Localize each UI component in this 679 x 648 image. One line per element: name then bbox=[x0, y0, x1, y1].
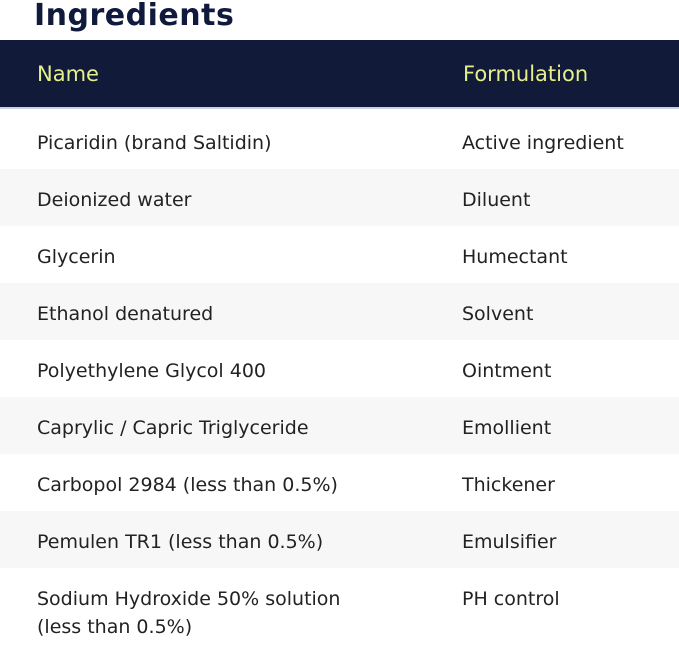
table-row: Glycerin Humectant bbox=[0, 226, 679, 283]
ingredient-formulation: Thickener bbox=[462, 474, 555, 496]
ingredient-formulation: Active ingredient bbox=[462, 132, 624, 154]
ingredient-name: Pemulen TR1 (less than 0.5%) bbox=[37, 531, 324, 553]
ingredient-formulation: PH control bbox=[462, 588, 560, 610]
table-row: Ethanol denatured Solvent bbox=[0, 283, 679, 340]
table-header: Name Formulation bbox=[0, 40, 679, 109]
table-row: Sodium Hydroxide 50% solution (less than… bbox=[0, 568, 679, 648]
ingredient-formulation: Diluent bbox=[462, 189, 531, 211]
ingredient-formulation: Emollient bbox=[462, 417, 552, 439]
table-row: Polyethylene Glycol 400 Ointment bbox=[0, 340, 679, 397]
column-header-formulation: Formulation bbox=[463, 62, 589, 86]
table-row: Picaridin (brand Saltidin) Active ingredi… bbox=[0, 112, 679, 169]
ingredient-formulation: Ointment bbox=[462, 360, 552, 382]
column-header-name: Name bbox=[37, 62, 99, 86]
table-row: Caprylic / Capric Triglyceride Emollient bbox=[0, 397, 679, 454]
ingredients-table: Picaridin (brand Saltidin) Active ingredi… bbox=[0, 112, 679, 648]
ingredient-name: Ethanol denatured bbox=[37, 303, 214, 325]
ingredient-name: Caprylic / Capric Triglyceride bbox=[37, 417, 309, 439]
ingredient-formulation: Solvent bbox=[462, 303, 534, 325]
ingredient-formulation: Humectant bbox=[462, 246, 568, 268]
ingredient-formulation: Emulsifier bbox=[462, 531, 557, 553]
ingredient-name: Sodium Hydroxide 50% solution (less than… bbox=[37, 588, 341, 638]
page-title: Ingredients bbox=[34, 0, 235, 33]
ingredient-name: Carbopol 2984 (less than 0.5%) bbox=[37, 474, 338, 496]
table-row: Carbopol 2984 (less than 0.5%) Thickener bbox=[0, 454, 679, 511]
table-row: Deionized water Diluent bbox=[0, 169, 679, 226]
ingredient-name: Polyethylene Glycol 400 bbox=[37, 360, 266, 382]
ingredient-name: Picaridin (brand Saltidin) bbox=[37, 132, 272, 154]
table-row: Pemulen TR1 (less than 0.5%) Emulsifier bbox=[0, 511, 679, 568]
ingredient-name: Glycerin bbox=[37, 246, 116, 268]
ingredient-name: Deionized water bbox=[37, 189, 192, 211]
